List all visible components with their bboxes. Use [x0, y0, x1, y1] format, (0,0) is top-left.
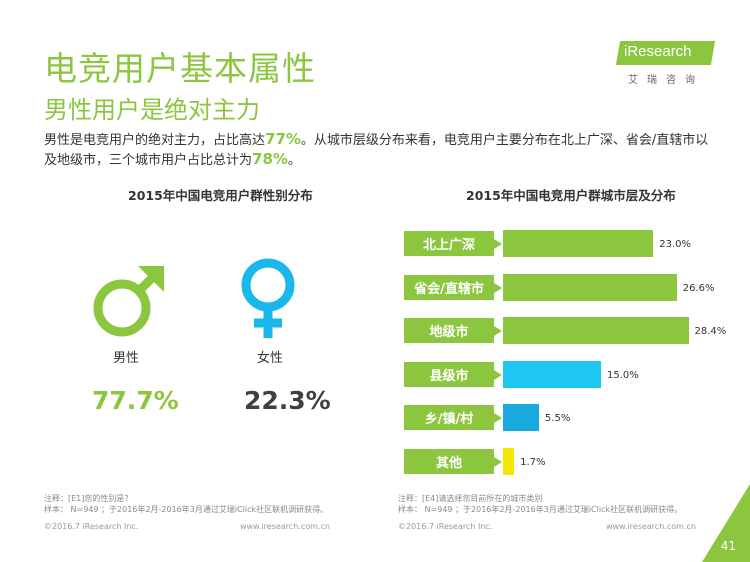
corner-decoration: [702, 484, 750, 562]
city-chart-title: 2015年中国电竞用户群城市层及分布: [466, 188, 676, 203]
city-note-line1: 注释：[E4]请选择您目前所在的城市类别: [398, 494, 543, 503]
desc-part3: 。: [287, 153, 301, 168]
desc-part1: 男性是电竞用户的绝对主力，占比高达: [44, 133, 266, 148]
category-label: 地级市: [404, 318, 502, 343]
desc-part2: 。从城市层级分布来看，电竞用户主要分布在北上广深、省会/直辖市以及地级市，三个城…: [44, 133, 709, 168]
category-label: 北上广深: [404, 231, 502, 256]
footer-website-left: www.iresearch.com.cn: [240, 522, 330, 531]
male-icon: [93, 266, 164, 337]
bar: [503, 230, 654, 257]
footer-copyright-left: ©2016.7 iResearch Inc.: [44, 522, 139, 531]
bar-value-label: 23.0%: [659, 239, 692, 250]
city-note: 注释：[E4]请选择您目前所在的城市类别 样本： N=949 ；于2016年2月…: [398, 493, 682, 515]
footer-copyright-right: ©2016.7 iResearch Inc.: [398, 522, 493, 531]
gender-note: 注释：[E1]您的性别是？ 样本： N=949 ；于2016年2月-2016年3…: [44, 493, 328, 515]
city-note-line2: 样本： N=949 ；于2016年2月-2016年3月通过艾瑞iClick社区联…: [398, 505, 683, 514]
category-label: 乡/镇/村: [404, 405, 502, 430]
logo-cn-text: 艾瑞咨询: [628, 75, 704, 86]
bar: [503, 273, 677, 301]
category-label: 其他: [404, 448, 502, 474]
female-percentage: 22.3%: [244, 386, 331, 415]
male-percentage: 77.7%: [92, 386, 179, 415]
iresearch-logo: iResearch 艾瑞咨询: [588, 36, 718, 92]
gender-note-line1: 注释：[E1]您的性别是？: [44, 494, 133, 503]
logo-text: iResearch: [624, 43, 692, 60]
female-label: 女性: [257, 351, 284, 366]
bar: [503, 360, 601, 388]
bar-value-label: 1.7%: [520, 456, 546, 468]
gender-chart-title: 2015年中国电竞用户群性别分布: [128, 188, 313, 203]
category-label: 省会/直辖市: [404, 274, 502, 300]
bar-value-label: 5.5%: [544, 413, 571, 424]
gender-note-line2: 样本： N=949 ；于2016年2月-2016年3月通过艾瑞iClick社区联…: [44, 505, 329, 514]
female-icon: [241, 258, 295, 338]
bar-value-label: 28.4%: [694, 326, 727, 337]
bar-value-label: 15.0%: [607, 369, 639, 381]
footer-website-right: www.iresearch.com.cn: [606, 522, 696, 531]
page-title: 电竞用户基本属性: [44, 49, 316, 88]
desc-highlight1: 77%: [265, 130, 301, 148]
bar: [503, 447, 515, 475]
bar-value-label: 26.6%: [682, 282, 715, 294]
bar: [503, 317, 689, 344]
desc-highlight2: 78%: [252, 150, 288, 168]
description: 男性是电竞用户的绝对主力，占比高达77%。从城市层级分布来看，电竞用户主要分布在…: [44, 130, 714, 170]
page-number: 41: [720, 539, 736, 553]
page-subtitle: 男性用户是绝对主力: [44, 96, 260, 124]
bar: [503, 404, 539, 431]
category-label: 县级市: [404, 361, 502, 387]
male-label: 男性: [113, 351, 140, 366]
